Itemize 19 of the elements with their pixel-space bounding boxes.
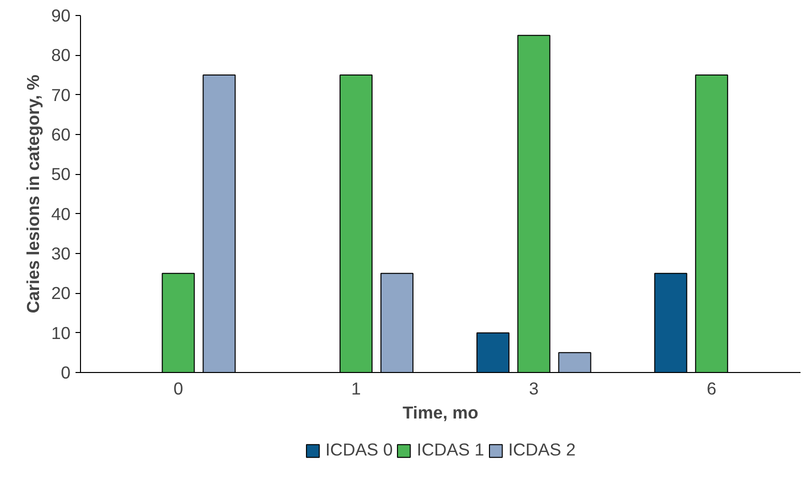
y-tick-label: 70 — [51, 84, 71, 105]
y-tick-label: 10 — [51, 322, 71, 343]
x-tick-label: 0 — [173, 378, 184, 398]
x-tick-label: 3 — [529, 378, 539, 398]
y-tick-label: 20 — [51, 283, 71, 304]
legend-label: ICDAS 1 — [416, 440, 484, 460]
x-axis-title: Time, mo — [402, 402, 478, 422]
y-tick-label: 50 — [51, 164, 71, 184]
legend-label: ICDAS 2 — [508, 440, 576, 460]
legend-label: ICDAS 0 — [325, 440, 393, 460]
y-tick-label: 60 — [51, 124, 71, 144]
x-tick-label: 1 — [351, 378, 361, 398]
x-tick-label: 6 — [706, 378, 716, 398]
y-tick-label: 80 — [51, 45, 71, 66]
y-tick-label: 40 — [51, 204, 71, 224]
y-tick-label: 0 — [60, 362, 71, 382]
y-tick-label: 90 — [51, 6, 71, 26]
y-axis-title: Caries lesions in category, % — [23, 74, 44, 314]
y-tick-label: 30 — [51, 244, 71, 264]
